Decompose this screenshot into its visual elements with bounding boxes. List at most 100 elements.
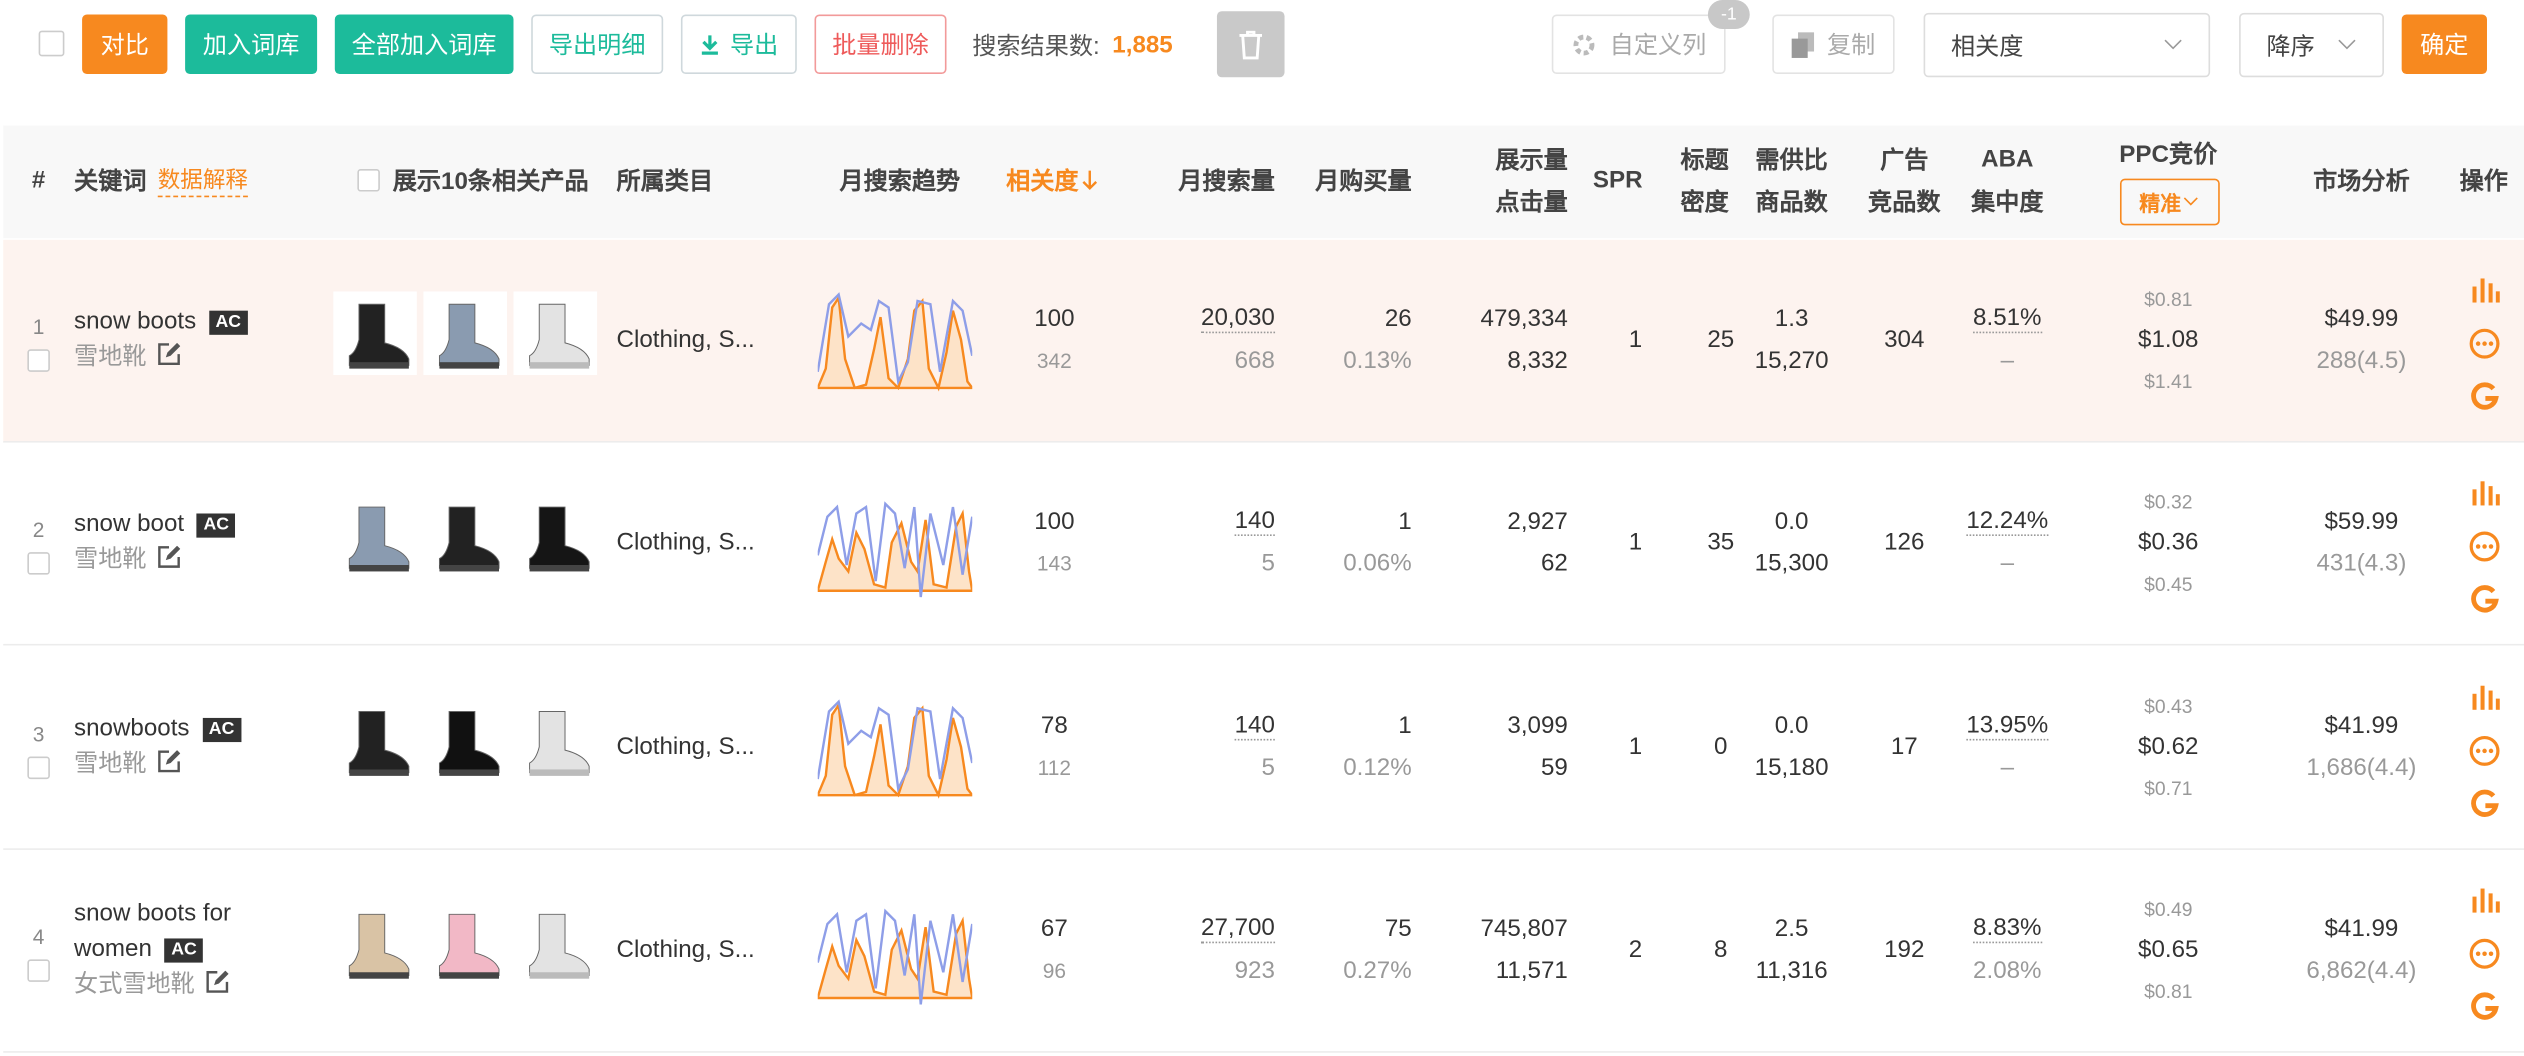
analysis-icon[interactable] [2471, 887, 2500, 913]
purchases: 1 [1398, 508, 1412, 536]
aba: 13.95% [1966, 710, 2049, 740]
relevance-sub: 143 [1036, 551, 1072, 576]
google-icon[interactable] [2469, 585, 2500, 616]
product-image[interactable] [333, 901, 417, 985]
market-price: $41.99 [2324, 711, 2399, 740]
product-image[interactable] [333, 291, 417, 376]
copy-button[interactable]: 复制 [1772, 14, 1895, 75]
impressions: 2,927 [1507, 508, 1568, 536]
edit-icon[interactable] [158, 749, 181, 772]
ads-count: 17 [1890, 732, 1918, 760]
product-count: 15,270 [1754, 346, 1829, 375]
product-image[interactable] [333, 494, 417, 579]
title-density: 0 [1714, 732, 1728, 760]
product-image[interactable] [513, 697, 598, 782]
ppc-match-select[interactable]: 精准 [2119, 178, 2220, 226]
title-density: 35 [1707, 529, 1735, 557]
add-all-button[interactable]: 全部加入词库 [334, 14, 514, 75]
keyword-cell: snowboots AC 雪地靴 [74, 711, 275, 782]
relevance-sub: 96 [1042, 958, 1066, 983]
custom-columns-button[interactable]: 自定义列 [1551, 14, 1726, 75]
header-supply-ratio: 商品数 [1755, 189, 1828, 217]
batch-delete-button[interactable]: 批量删除 [814, 14, 947, 75]
row-checkbox[interactable] [27, 755, 50, 779]
sort-order-select[interactable]: 降序 [2239, 12, 2384, 78]
header-aba: 集中度 [1971, 189, 2044, 217]
analysis-icon[interactable] [2471, 683, 2500, 710]
compare-button[interactable]: 对比 [82, 14, 168, 75]
google-icon[interactable] [2469, 381, 2500, 412]
more-icon[interactable] [2469, 735, 2500, 766]
market-rating: 431(4.3) [2316, 550, 2407, 578]
sort-field-select[interactable]: 相关度 [1923, 12, 2211, 78]
trend-sparkline [817, 292, 973, 392]
export-details-button[interactable]: 导出明细 [531, 14, 664, 75]
google-icon[interactable] [2469, 991, 2500, 1022]
ppc-low: $0.81 [2144, 288, 2193, 311]
trash-button[interactable] [1216, 11, 1285, 78]
product-image[interactable] [423, 494, 508, 579]
clicks: 62 [1540, 550, 1568, 578]
add-library-button[interactable]: 加入词库 [185, 14, 318, 75]
row-checkbox[interactable] [27, 349, 50, 372]
sort-field-value: 相关度 [1950, 32, 2024, 61]
product-image[interactable] [423, 697, 508, 782]
product-image[interactable] [513, 291, 598, 376]
ac-badge: AC [164, 938, 204, 963]
header-ads: 广告 [1880, 147, 1929, 175]
analysis-icon[interactable] [2471, 480, 2500, 506]
search-volume-sub: 668 [1234, 346, 1275, 375]
product-image[interactable] [333, 697, 417, 782]
search-volume-sub: 5 [1261, 550, 1275, 578]
market-rating: 288(4.5) [2316, 346, 2407, 375]
edit-icon[interactable] [158, 546, 181, 569]
header-index: # [31, 166, 46, 194]
download-icon [702, 34, 719, 54]
row-index: 2 [32, 517, 45, 543]
product-image[interactable] [513, 494, 598, 579]
gear-icon [1573, 33, 1595, 55]
ppc-match-label: 精准 [2139, 191, 2182, 216]
row-index: 1 [32, 314, 45, 339]
ppc-mid: $1.08 [2138, 325, 2199, 354]
table-row [3, 239, 2524, 443]
search-volume: 140 [1234, 507, 1275, 537]
product-image[interactable] [423, 901, 508, 985]
purchase-rate: 0.27% [1343, 956, 1412, 985]
more-icon[interactable] [2469, 328, 2500, 359]
market-price: $49.99 [2324, 305, 2399, 333]
trend-sparkline [817, 698, 973, 799]
edit-icon[interactable] [206, 970, 229, 993]
ac-badge: AC [202, 717, 241, 742]
header-clicks: 点击量 [1495, 189, 1568, 217]
select-all-checkbox[interactable] [38, 30, 65, 57]
product-image[interactable] [423, 291, 508, 376]
relevance-sub: 112 [1037, 755, 1072, 780]
row-checkbox[interactable] [27, 959, 50, 982]
impressions: 479,334 [1480, 305, 1568, 333]
edit-icon[interactable] [158, 342, 181, 366]
spr: 2 [1628, 935, 1643, 964]
trash-icon [1239, 29, 1263, 59]
export-button[interactable]: 导出 [680, 14, 797, 75]
chevron [2164, 39, 2182, 50]
header-impressions: 展示量 [1495, 147, 1568, 175]
confirm-button[interactable]: 确定 [2401, 14, 2487, 75]
ads-count: 304 [1884, 325, 1925, 354]
header-trend: 月搜索趋势 [839, 168, 961, 196]
aba: 8.83% [1973, 914, 2042, 944]
header-data-explain: 数据解释 [157, 163, 248, 198]
more-icon[interactable] [2469, 532, 2500, 563]
product-image[interactable] [513, 901, 598, 985]
analysis-icon[interactable] [2471, 277, 2500, 303]
custom-columns-label: 自定义列 [1609, 32, 1707, 60]
market-price: $41.99 [2324, 914, 2399, 943]
google-icon[interactable] [2469, 788, 2500, 819]
header-actions: 操作 [2459, 168, 2508, 196]
more-icon[interactable] [2469, 938, 2500, 969]
product-count: 15,180 [1754, 753, 1829, 781]
aba-sub: – [2000, 346, 2015, 375]
row-checkbox[interactable] [27, 552, 50, 576]
show-products-checkbox[interactable] [357, 169, 380, 192]
header-ppc: PPC竞价 [2119, 140, 2218, 169]
